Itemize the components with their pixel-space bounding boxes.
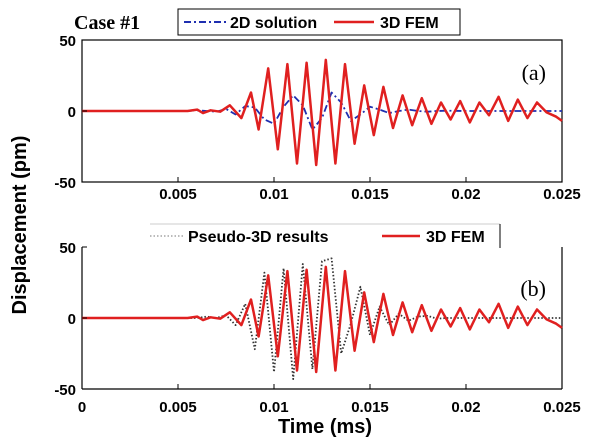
y-tick-label-a: 50 (59, 33, 76, 50)
legend-label-pseudo-3d: Pseudo-3D results (188, 229, 329, 246)
x-tick-label-b: 0.025 (543, 399, 581, 416)
panel-label-b: (b) (520, 276, 546, 301)
y-tick-label-b: -50 (54, 382, 76, 399)
y-tick-label-a: 0 (68, 104, 76, 121)
x-tick-label-b: 0.02 (451, 399, 480, 416)
panel-label-a: (a) (522, 60, 546, 85)
case-label: Case #1 (74, 12, 140, 34)
legend-label-2d-solution: 2D solution (230, 15, 317, 32)
x-tick-label-b: 0.005 (159, 399, 197, 416)
x-tick-label-b: 0 (78, 399, 86, 416)
x-tick-label-a: 0.015 (351, 186, 389, 203)
series-line-b-0 (82, 257, 562, 380)
y-tick-label-a: -50 (54, 175, 76, 192)
x-tick-label-b: 0.01 (259, 399, 288, 416)
legend-label-3d-fem-a: 3D FEM (380, 15, 439, 32)
x-tick-label-a: 0.025 (543, 186, 581, 203)
y-axis-label: Displacement (pm) (9, 136, 31, 315)
x-tick-label-a: 0.01 (259, 186, 288, 203)
panel-a: Case #1 2D solution 3D FEM (a) 0.005 0.01… (54, 8, 581, 203)
x-axis-label: Time (ms) (278, 416, 372, 438)
y-tick-label-b: 50 (59, 240, 76, 257)
legend-a: 2D solution 3D FEM (177, 8, 461, 36)
y-tick-label-b: 0 (68, 311, 76, 328)
panel-b: Pseudo-3D results 3D FEM (b) 0 0.005 0.01 0… (54, 223, 581, 416)
x-tick-label-a: 0.005 (159, 186, 197, 203)
x-tick-label-a: 0.02 (451, 186, 480, 203)
legend-label-3d-fem-b: 3D FEM (426, 229, 485, 246)
x-tick-label-b: 0.015 (351, 399, 389, 416)
series-line-b-1 (82, 265, 563, 374)
series-line-a-1 (82, 58, 563, 167)
legend-b: Pseudo-3D results 3D FEM (150, 223, 501, 248)
